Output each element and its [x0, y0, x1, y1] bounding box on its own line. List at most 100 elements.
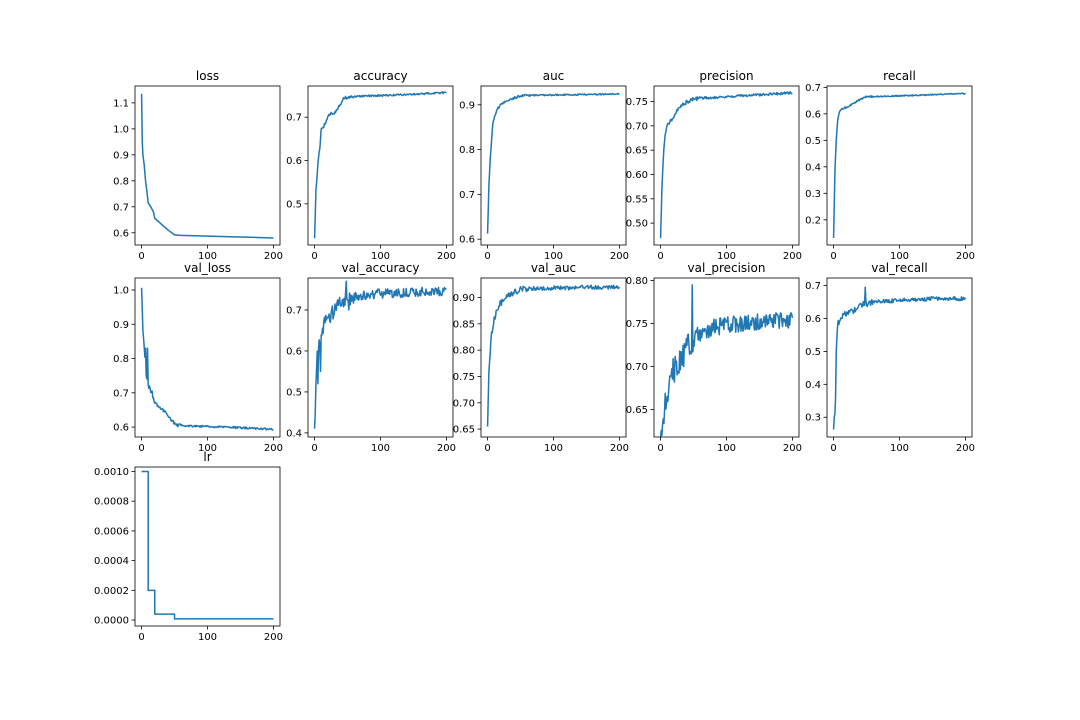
y-tick-label: 0.5	[286, 387, 302, 398]
series-line	[486, 92, 620, 234]
y-tick-label: 0.7	[286, 113, 302, 124]
chart-auc: auc 0 100 200 0.6 0.7 0.8 0.9	[459, 69, 629, 262]
y-tick-label: 0.9	[459, 100, 475, 111]
y-tick-label: 0.2	[805, 215, 821, 226]
y-tick-label: 0.7	[805, 281, 821, 292]
y-tick-label: 0.6	[459, 235, 475, 246]
x-tick-label: 200	[783, 251, 802, 262]
y-tick-label: 1.0	[113, 124, 129, 135]
axes-frame	[653, 85, 800, 246]
y-tick-label: 1.1	[113, 98, 129, 109]
x-tick-label: 200	[437, 251, 456, 262]
y-tick-label: 0.9	[113, 150, 129, 161]
y-tick-label: 0.4	[805, 162, 821, 173]
y-tick-label: 0.5	[805, 347, 821, 358]
y-tick-label: 0.9	[113, 320, 129, 331]
chart-precision: precision 0 100 200 0.50 0.55 0.60 0.65 0.70 0.75	[626, 69, 802, 262]
chart-val-precision: val_precision 0 100 200 0.65 0.70 0.75 0.80	[626, 261, 802, 454]
y-tick-label: 0.6	[805, 109, 821, 120]
x-tick-label: 100	[198, 632, 217, 643]
y-tick-label: 0.6	[805, 314, 821, 325]
series-line	[659, 284, 794, 438]
series-line	[832, 286, 967, 430]
chart-val-loss: val_loss 0 100 200 0.6 0.7 0.8 0.9 1.0	[113, 261, 283, 454]
x-tick-label: 200	[610, 443, 629, 454]
x-tick-label: 100	[198, 251, 217, 262]
x-tick-label: 200	[264, 443, 283, 454]
series-line	[140, 287, 274, 431]
chart-lr: lr 0 100 200 0.0000 0.0002 0.0004 0.0006 0.0008 0…	[94, 450, 283, 643]
y-tick-label: 0.4	[805, 380, 821, 391]
x-tick-label: 200	[956, 251, 975, 262]
x-tick-label: 100	[717, 443, 736, 454]
x-tick-label: 100	[544, 251, 563, 262]
y-tick-label: 0.8	[459, 145, 475, 156]
y-tick-label: 0.70	[626, 362, 648, 373]
x-tick-label: 100	[371, 443, 390, 454]
axes-frame	[134, 466, 281, 627]
y-tick-label: 0.8	[113, 354, 129, 365]
y-tick-label: 0.75	[626, 97, 648, 108]
axes-frame	[307, 85, 454, 246]
y-tick-label: 0.50	[626, 219, 648, 230]
chart-title: val_recall	[871, 261, 927, 275]
y-tick-label: 0.3	[805, 189, 821, 200]
axes-frame	[826, 277, 973, 438]
y-tick-label: 0.7	[459, 190, 475, 201]
y-tick-label: 0.0010	[94, 467, 129, 478]
x-tick-label: 0	[657, 443, 663, 454]
x-tick-label: 0	[657, 251, 663, 262]
axes-frame	[480, 85, 627, 246]
series-line	[832, 92, 966, 238]
y-tick-label: 0.0002	[94, 586, 129, 597]
y-tick-label: 0.55	[626, 194, 648, 205]
y-tick-label: 0.0006	[94, 526, 129, 537]
axes-frame	[480, 277, 627, 438]
x-tick-label: 100	[371, 251, 390, 262]
series-line	[141, 470, 274, 620]
y-tick-label: 0.7	[113, 388, 129, 399]
y-tick-label: 0.7	[286, 305, 302, 316]
y-tick-label: 0.6	[113, 423, 129, 434]
x-tick-label: 100	[198, 443, 217, 454]
x-tick-label: 100	[890, 443, 909, 454]
y-tick-label: 0.85	[453, 319, 475, 330]
y-tick-label: 0.7	[805, 83, 821, 94]
y-tick-label: 0.3	[805, 413, 821, 424]
y-tick-label: 0.8	[113, 176, 129, 187]
x-tick-label: 200	[264, 632, 283, 643]
chart-accuracy: accuracy 0 100 200 0.5 0.6 0.7	[286, 69, 456, 262]
y-tick-label: 0.65	[626, 146, 648, 157]
chart-val-accuracy: val_accuracy 0 100 200 0.4 0.5 0.6 0.7	[286, 261, 456, 454]
y-tick-label: 0.70	[626, 121, 648, 132]
x-tick-label: 100	[544, 443, 563, 454]
x-tick-label: 200	[783, 443, 802, 454]
series-line	[140, 93, 274, 239]
x-tick-label: 200	[264, 251, 283, 262]
chart-title: val_accuracy	[342, 261, 420, 275]
series-line	[313, 91, 447, 239]
x-tick-label: 0	[311, 251, 317, 262]
y-tick-label: 0.80	[626, 276, 648, 287]
chart-title: recall	[883, 69, 916, 83]
y-tick-label: 0.4	[286, 428, 302, 439]
x-tick-label: 0	[138, 251, 144, 262]
chart-title: precision	[699, 69, 753, 83]
y-tick-label: 0.5	[286, 199, 302, 210]
y-tick-label: 0.7	[113, 202, 129, 213]
x-tick-label: 0	[484, 443, 490, 454]
y-tick-label: 0.60	[626, 170, 648, 181]
chart-val-auc: val_auc 0 100 200 0.65 0.70 0.75 0.80 0.85 0.90	[453, 261, 629, 454]
y-tick-label: 0.0004	[94, 556, 129, 567]
chart-title: lr	[203, 450, 211, 464]
x-tick-label: 0	[484, 251, 490, 262]
x-tick-label: 0	[830, 443, 836, 454]
y-tick-label: 0.75	[453, 372, 475, 383]
y-tick-label: 0.6	[113, 228, 129, 239]
chart-title: val_loss	[184, 261, 231, 275]
y-tick-label: 0.5	[805, 136, 821, 147]
y-tick-label: 0.80	[453, 346, 475, 357]
x-tick-label: 0	[830, 251, 836, 262]
y-tick-label: 0.65	[626, 405, 648, 416]
